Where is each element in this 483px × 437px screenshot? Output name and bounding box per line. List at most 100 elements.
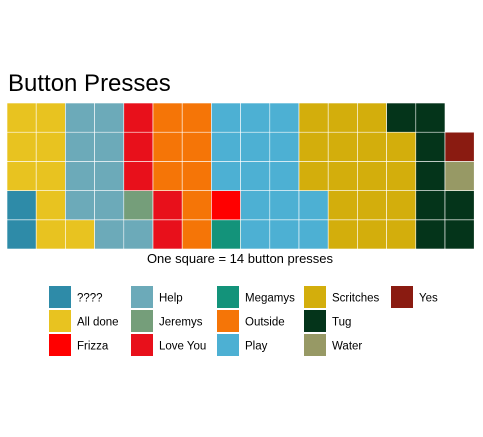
waffle-grid xyxy=(6,102,475,250)
waffle-square-9 xyxy=(357,131,387,162)
waffle-square-2 xyxy=(94,131,125,162)
waffle-square-9 xyxy=(327,161,358,191)
waffle-square-5 xyxy=(181,102,212,133)
waffle-square-9 xyxy=(327,219,358,250)
chart-title: Button Presses xyxy=(8,70,171,97)
waffle-square-10 xyxy=(415,131,446,162)
waffle-square-8 xyxy=(211,161,241,191)
waffle-square-1 xyxy=(35,161,66,191)
waffle-square-8 xyxy=(240,219,271,250)
waffle-square-9 xyxy=(357,190,387,221)
legend-label-12: Yes xyxy=(419,293,438,305)
waffle-square-8 xyxy=(211,102,241,133)
legend-swatch-1 xyxy=(49,310,71,332)
chart-caption: One square = 14 button presses xyxy=(147,251,334,266)
waffle-square-10 xyxy=(415,161,446,191)
waffle-square-9 xyxy=(298,161,329,191)
waffle-square-2 xyxy=(94,219,125,250)
waffle-square-5 xyxy=(152,102,183,133)
waffle-square-4 xyxy=(123,131,154,162)
waffle-square-1 xyxy=(65,219,95,250)
legend-label-1: All done xyxy=(77,317,119,329)
waffle-square-1 xyxy=(35,102,66,133)
waffle-square-8 xyxy=(269,219,300,250)
waffle-square-2 xyxy=(65,131,95,162)
waffle-square-0 xyxy=(6,190,37,221)
waffle-square-9 xyxy=(327,190,358,221)
waffle-square-5 xyxy=(181,161,212,191)
waffle-square-8 xyxy=(269,131,300,162)
legend-label-4: Jeremys xyxy=(159,317,203,329)
waffle-square-5 xyxy=(181,190,212,221)
legend-swatch-11 xyxy=(304,334,326,356)
waffle-square-2 xyxy=(94,161,125,191)
waffle-square-9 xyxy=(298,102,329,133)
waffle-square-2 xyxy=(65,190,95,221)
waffle-square-9 xyxy=(386,190,417,221)
legend-swatch-12 xyxy=(391,286,413,308)
waffle-square-4 xyxy=(152,219,183,250)
legend-swatch-4 xyxy=(131,310,153,332)
waffle-square-8 xyxy=(298,219,329,250)
waffle-square-0 xyxy=(6,219,37,250)
legend-swatch-0 xyxy=(49,286,71,308)
waffle-square-10 xyxy=(386,102,417,133)
legend-swatch-2 xyxy=(49,334,71,356)
waffle-square-12 xyxy=(444,131,475,162)
legend-swatch-8 xyxy=(217,334,239,356)
waffle-square-8 xyxy=(269,102,300,133)
waffle-square-5 xyxy=(152,161,183,191)
waffle-square-4 xyxy=(123,161,154,191)
waffle-square-3 xyxy=(123,190,154,221)
waffle-square-10 xyxy=(444,190,475,221)
waffle-square-8 xyxy=(269,190,300,221)
legend-label-2: Frizza xyxy=(77,341,109,353)
legend-label-6: Megamys xyxy=(245,293,295,305)
waffle-square-8 xyxy=(240,131,271,162)
waffle-square-2 xyxy=(65,161,95,191)
legend-label-7: Outside xyxy=(245,317,285,329)
legend-label-9: Scritches xyxy=(332,293,380,305)
waffle-square-5 xyxy=(152,131,183,162)
legend: ???? All done Frizza Help Jeremys Love You Meg… xyxy=(49,286,438,356)
waffle-square-9 xyxy=(357,161,387,191)
legend-label-10: Tug xyxy=(332,317,351,329)
waffle-square-1 xyxy=(35,190,66,221)
waffle-square-1 xyxy=(35,219,66,250)
waffle-square-10 xyxy=(415,190,446,221)
legend-swatch-3 xyxy=(131,286,153,308)
legend-swatch-7 xyxy=(217,310,239,332)
waffle-square-9 xyxy=(327,102,358,133)
legend-swatch-5 xyxy=(131,334,153,356)
waffle-square-9 xyxy=(298,131,329,162)
waffle-square-4 xyxy=(123,102,154,133)
waffle-square-8 xyxy=(240,190,271,221)
waffle-square-1 xyxy=(35,131,66,162)
waffle-square-1 xyxy=(6,161,37,191)
waffle-square-10 xyxy=(415,219,446,250)
waffle-square-9 xyxy=(386,131,417,162)
waffle-square-4 xyxy=(152,190,183,221)
waffle-square-2 xyxy=(94,102,125,133)
waffle-square-5 xyxy=(181,131,212,162)
legend-label-11: Water xyxy=(332,341,362,353)
legend-swatch-9 xyxy=(304,286,326,308)
waffle-square-9 xyxy=(357,219,387,250)
waffle-square-9 xyxy=(386,219,417,250)
legend-label-3: Help xyxy=(159,293,183,305)
legend-swatch-6 xyxy=(217,286,239,308)
waffle-square-8 xyxy=(269,161,300,191)
waffle-square-1 xyxy=(6,131,37,162)
legend-label-0: ???? xyxy=(77,293,103,305)
waffle-square-7 xyxy=(211,190,241,221)
waffle-square-2 xyxy=(123,219,154,250)
waffle-square-2 xyxy=(65,102,95,133)
waffle-square-1 xyxy=(6,102,37,133)
waffle-square-9 xyxy=(327,131,358,162)
waffle-square-10 xyxy=(415,102,446,133)
waffle-square-2 xyxy=(94,190,125,221)
waffle-square-8 xyxy=(240,102,271,133)
waffle-square-11 xyxy=(444,161,475,191)
waffle-square-10 xyxy=(444,219,475,250)
